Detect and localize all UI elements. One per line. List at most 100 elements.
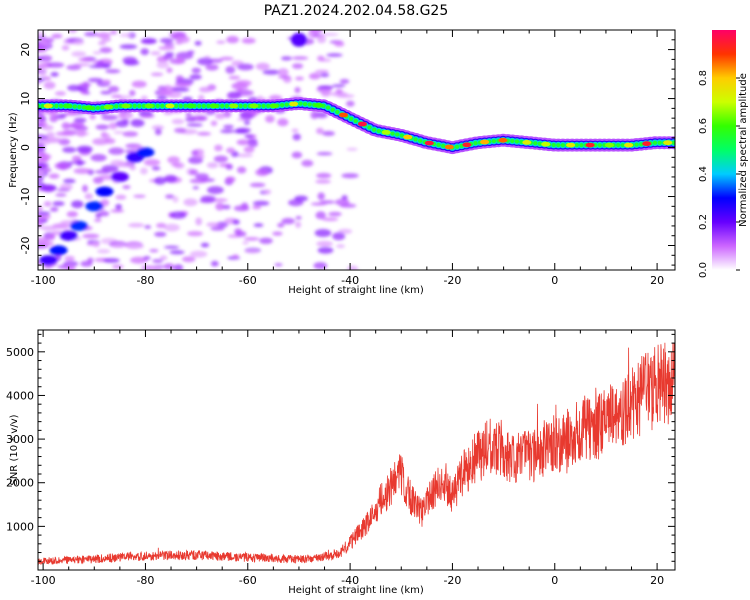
noise-speckle xyxy=(61,45,70,51)
noise-speckle xyxy=(294,195,308,202)
ridge-cell xyxy=(514,139,520,144)
noise-speckle xyxy=(38,142,46,151)
noise-speckle xyxy=(195,173,209,180)
noise-speckle xyxy=(205,64,219,71)
ridge-cell xyxy=(243,103,248,108)
noise-speckle xyxy=(38,213,51,220)
noise-speckle xyxy=(315,179,331,184)
ridge-peak xyxy=(403,134,413,140)
noise-speckle xyxy=(119,44,138,50)
noise-speckle xyxy=(252,205,262,210)
noise-speckle xyxy=(335,89,343,94)
ridge-cell xyxy=(390,131,395,136)
noise-speckle xyxy=(185,116,197,122)
spectrogram-heatmap xyxy=(38,30,675,270)
ridge-cell xyxy=(560,143,566,148)
noise-speckle xyxy=(339,203,357,208)
ridge-cell xyxy=(634,142,639,147)
x-tick-label: -40 xyxy=(341,574,359,587)
isolated-blob xyxy=(290,32,307,47)
noise-speckle xyxy=(215,112,226,120)
noise-speckle xyxy=(121,112,134,119)
noise-speckle xyxy=(111,264,124,269)
noise-speckle xyxy=(98,211,110,217)
noise-speckle xyxy=(108,122,118,130)
noise-speckle xyxy=(71,200,84,209)
noise-speckle xyxy=(176,35,190,44)
ridge-cell xyxy=(58,103,64,108)
secondary-feature xyxy=(136,147,155,158)
ridge-peak xyxy=(566,142,576,148)
ridge-cell xyxy=(510,139,515,143)
noise-speckle xyxy=(140,114,155,118)
noise-speckle xyxy=(309,30,323,34)
spectrogram-x-axis: -100 -80 -60 -40 -20 0 20 xyxy=(31,30,664,287)
noise-speckle xyxy=(212,198,228,202)
figure-title: PAZ1.2024.202.04.58.G25 xyxy=(264,3,449,19)
noise-speckle xyxy=(39,184,57,192)
ridge-peak xyxy=(103,104,113,110)
ridge-cell xyxy=(616,143,621,148)
x-tick-label: -40 xyxy=(341,274,359,287)
ridge-peak xyxy=(663,140,673,146)
noise-speckle xyxy=(322,131,335,136)
noise-speckle xyxy=(227,91,242,100)
secondary-feature xyxy=(69,220,88,231)
noise-speckle xyxy=(71,51,87,57)
ridge-cell xyxy=(574,143,579,148)
noise-speckle xyxy=(189,169,199,176)
noise-speckle xyxy=(192,186,199,190)
ridge-cell xyxy=(298,101,303,106)
noise-speckle xyxy=(213,155,228,163)
snr-y-axis: 1000 2000 3000 4000 5000 xyxy=(6,333,675,562)
noise-speckle xyxy=(49,114,58,123)
noise-speckle xyxy=(265,115,275,123)
ridge-cell xyxy=(206,103,211,108)
noise-speckle xyxy=(310,202,327,206)
noise-speckle xyxy=(316,127,324,135)
noise-speckle xyxy=(70,121,85,129)
ridge-cell xyxy=(160,103,165,108)
noise-speckle xyxy=(277,75,291,79)
noise-speckle xyxy=(119,33,133,37)
ridge-peak xyxy=(642,141,652,147)
noise-speckle xyxy=(317,55,325,62)
noise-speckle xyxy=(301,159,314,167)
noise-speckle xyxy=(38,170,45,177)
noise-speckle xyxy=(226,147,236,154)
noise-speckle xyxy=(292,63,304,69)
noise-speckle xyxy=(50,207,59,212)
noise-speckle xyxy=(48,173,60,179)
noise-speckle xyxy=(169,250,185,255)
ridge-cell xyxy=(325,105,331,110)
ridge-cell xyxy=(266,103,271,108)
noise-speckle xyxy=(175,56,183,65)
noise-speckle xyxy=(38,211,51,216)
noise-speckle xyxy=(66,64,82,71)
noise-speckle xyxy=(133,194,146,198)
ridge-cell xyxy=(418,138,423,143)
y-tick-label: 4000 xyxy=(6,389,34,402)
noise-speckle xyxy=(140,167,148,175)
noise-speckle xyxy=(156,96,168,101)
noise-speckle xyxy=(40,225,57,231)
noise-speckle xyxy=(277,222,285,228)
ridge-cell xyxy=(671,140,675,145)
noise-speckle xyxy=(154,176,167,185)
noise-speckle xyxy=(67,84,81,92)
x-tick-label: -80 xyxy=(136,274,154,287)
noise-speckle xyxy=(128,223,145,228)
noise-speckle xyxy=(199,86,212,93)
noise-speckle xyxy=(164,84,171,89)
x-tick-label: 0 xyxy=(551,574,558,587)
noise-speckle xyxy=(315,111,328,119)
ridge-peak xyxy=(269,103,279,109)
x-tick-label: 0 xyxy=(551,274,558,287)
ridge-cell xyxy=(441,143,446,148)
noise-speckle xyxy=(291,56,309,60)
noise-speckle xyxy=(315,69,329,74)
ridge-peak xyxy=(498,137,508,143)
ridge-cell xyxy=(38,103,41,108)
noise-speckle xyxy=(200,242,210,248)
